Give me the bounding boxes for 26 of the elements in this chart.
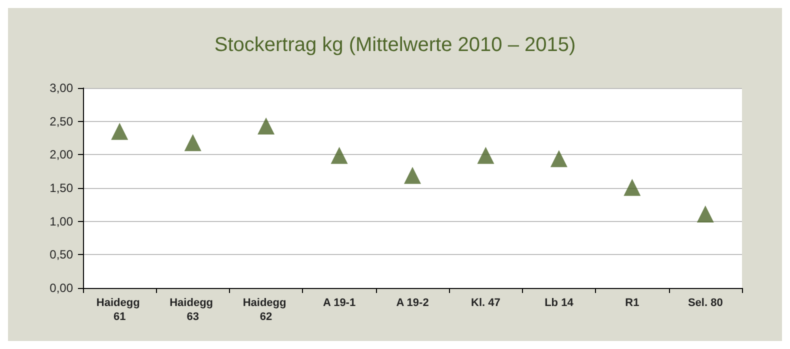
x-tick-label: A 19-2 [396, 297, 429, 309]
x-tick-label: Haidegg 63 [170, 297, 216, 323]
point [550, 150, 568, 168]
y-tick-label: 2,50 [50, 114, 74, 128]
y-tick-label: 1,00 [50, 214, 74, 228]
point [624, 178, 641, 196]
point [111, 122, 128, 140]
x-tick-label: A 19-1 [322, 297, 356, 309]
y-tick-label: 3,00 [50, 81, 74, 95]
y-tick-label: 0,00 [50, 281, 74, 295]
point [477, 146, 494, 164]
x-tick-label: Sel. 80 [688, 297, 723, 309]
y-tick-label: 0,50 [50, 248, 74, 262]
point [404, 166, 421, 184]
x-tick-label: Haidegg 62 [242, 297, 290, 323]
point [184, 134, 202, 152]
point [696, 206, 714, 222]
y-tick-label: 1,50 [50, 181, 74, 195]
x-tick-label: Haidegg 61 [96, 297, 143, 323]
x-tick-label: Lb 14 [544, 297, 574, 309]
point [258, 118, 275, 134]
x-tick-label: R1 [625, 297, 640, 309]
y-tick-label: 2,00 [50, 148, 74, 162]
point [330, 146, 348, 164]
x-tick-label: Kl. 47 [471, 297, 500, 309]
chart-title: Stockertrag kg (Mittelwerte 2010 – 2015) [214, 34, 576, 56]
